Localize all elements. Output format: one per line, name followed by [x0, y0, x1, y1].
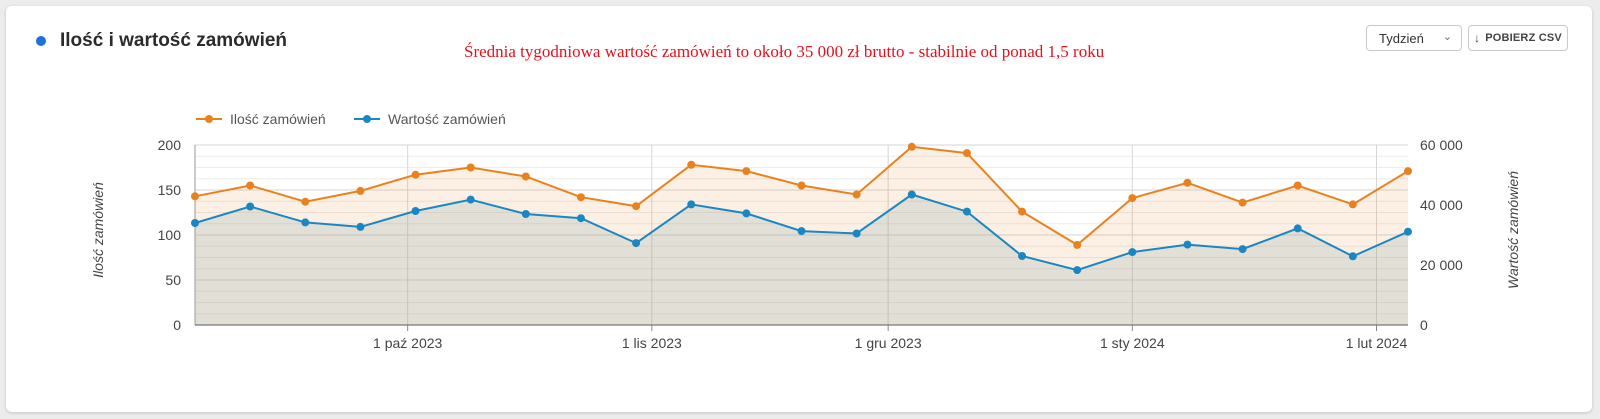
legend-marker-1 [363, 115, 371, 123]
y-right-tick-label: 0 [1420, 317, 1428, 333]
data-point-ilosc-zamowien[interactable] [1238, 198, 1247, 207]
x-tick-label: 1 sty 2024 [1100, 335, 1165, 351]
data-point-ilosc-zamowien[interactable] [687, 160, 696, 169]
data-point-wartosc-zamowien[interactable] [356, 222, 365, 231]
period-select[interactable]: Tydzień ⌄ [1366, 25, 1462, 51]
data-point-wartosc-zamowien[interactable] [466, 195, 475, 204]
y-left-axis-title: Ilość zamówień [90, 182, 106, 278]
data-point-wartosc-zamowien[interactable] [1018, 252, 1027, 260]
chart-card: Ilość i wartość zamówień Średnia tygodni… [6, 6, 1592, 412]
data-point-ilosc-zamowien[interactable] [1073, 240, 1082, 249]
data-point-ilosc-zamowien[interactable] [191, 192, 199, 201]
data-point-ilosc-zamowien[interactable] [1404, 167, 1412, 176]
x-tick-label: 1 lut 2024 [1346, 335, 1408, 351]
data-point-ilosc-zamowien[interactable] [632, 202, 641, 211]
data-point-ilosc-zamowien[interactable] [466, 163, 475, 172]
series-area-ilosc-zamowien [195, 146, 1408, 325]
data-point-wartosc-zamowien[interactable] [962, 207, 971, 216]
data-point-ilosc-zamowien[interactable] [907, 142, 916, 151]
data-point-ilosc-zamowien[interactable] [301, 197, 310, 206]
x-tick-label: 1 paź 2023 [373, 335, 442, 351]
data-point-ilosc-zamowien[interactable] [1018, 207, 1027, 216]
data-point-ilosc-zamowien[interactable] [1348, 200, 1357, 209]
data-point-wartosc-zamowien[interactable] [687, 200, 696, 209]
chevron-down-icon: ⌄ [1442, 31, 1452, 43]
legend-label-0[interactable]: Ilość zamówień [230, 111, 326, 127]
data-point-ilosc-zamowien[interactable] [1293, 181, 1302, 190]
data-point-ilosc-zamowien[interactable] [521, 172, 530, 181]
data-point-ilosc-zamowien[interactable] [962, 149, 971, 158]
data-point-wartosc-zamowien[interactable] [1073, 266, 1082, 275]
y-left-tick-label: 150 [158, 182, 182, 198]
download-csv-label: POBIERZ CSV [1485, 32, 1562, 44]
y-right-axis-title: Wartość zamówień [1505, 171, 1521, 289]
data-point-wartosc-zamowien[interactable] [632, 239, 641, 248]
data-point-wartosc-zamowien[interactable] [576, 214, 585, 223]
data-point-ilosc-zamowien[interactable] [1183, 178, 1192, 187]
series-area-wartosc-zamowien [195, 194, 1408, 325]
data-point-ilosc-zamowien[interactable] [411, 170, 420, 179]
legend-marker-0 [205, 115, 213, 123]
data-point-ilosc-zamowien[interactable] [246, 181, 255, 190]
data-point-ilosc-zamowien[interactable] [576, 193, 585, 202]
data-point-wartosc-zamowien[interactable] [1128, 248, 1137, 257]
data-point-wartosc-zamowien[interactable] [246, 202, 255, 211]
download-csv-button[interactable]: ↓ POBIERZ CSV [1468, 25, 1568, 51]
legend-label-1[interactable]: Wartość zamówień [388, 111, 506, 127]
data-point-wartosc-zamowien[interactable] [1404, 227, 1412, 236]
data-point-wartosc-zamowien[interactable] [191, 219, 199, 227]
chart-title: Ilość i wartość zamówień [60, 30, 288, 51]
data-point-wartosc-zamowien[interactable] [852, 229, 861, 238]
data-point-wartosc-zamowien[interactable] [1293, 224, 1302, 233]
title-group: Ilość i wartość zamówień [36, 30, 287, 52]
chart-annotation: Średnia tygodniowa wartość zamówień to o… [464, 42, 1105, 61]
data-point-wartosc-zamowien[interactable] [1348, 252, 1357, 261]
y-right-tick-label: 20 000 [1420, 257, 1463, 273]
y-left-tick-label: 100 [158, 227, 182, 243]
data-point-ilosc-zamowien[interactable] [1128, 194, 1137, 203]
y-left-tick-label: 0 [173, 317, 181, 333]
period-select-value: Tydzień [1379, 30, 1424, 46]
data-point-wartosc-zamowien[interactable] [1183, 240, 1192, 249]
data-point-wartosc-zamowien[interactable] [1238, 245, 1247, 254]
x-tick-label: 1 gru 2023 [855, 335, 922, 351]
data-point-wartosc-zamowien[interactable] [797, 227, 806, 236]
y-right-tick-label: 60 000 [1420, 137, 1463, 153]
data-point-wartosc-zamowien[interactable] [521, 210, 530, 218]
data-point-ilosc-zamowien[interactable] [742, 167, 751, 176]
data-point-ilosc-zamowien[interactable] [797, 181, 806, 190]
data-point-wartosc-zamowien[interactable] [907, 190, 916, 199]
y-right-tick-label: 40 000 [1420, 197, 1463, 213]
x-tick-label: 1 lis 2023 [622, 335, 682, 351]
data-point-wartosc-zamowien[interactable] [301, 218, 310, 227]
title-dot-icon [36, 36, 46, 46]
data-point-wartosc-zamowien[interactable] [742, 209, 751, 218]
data-point-wartosc-zamowien[interactable] [411, 207, 420, 215]
y-left-tick-label: 50 [165, 272, 181, 288]
data-point-ilosc-zamowien[interactable] [356, 186, 365, 195]
download-arrow-icon: ↓ [1474, 31, 1481, 45]
data-point-ilosc-zamowien[interactable] [852, 190, 861, 199]
y-left-tick-label: 200 [158, 137, 182, 153]
